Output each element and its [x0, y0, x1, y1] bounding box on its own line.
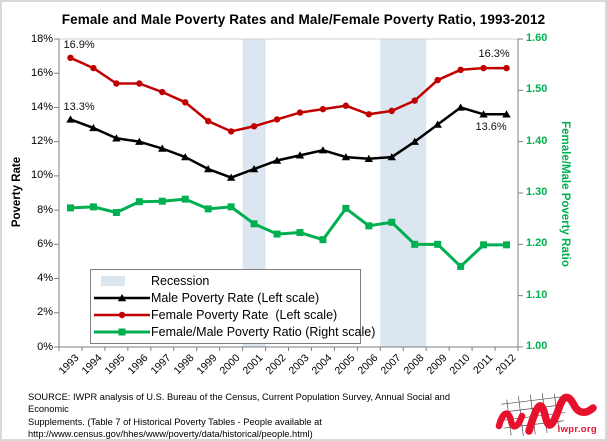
legend: Recession Male Poverty Rate (Left scale)…	[90, 269, 375, 344]
series-line	[69, 56, 507, 133]
series-line	[70, 197, 507, 268]
data-label: 13.3%	[63, 101, 95, 114]
legend-label-male: Male Poverty Rate (Left scale)	[151, 290, 320, 305]
source-line: Supplements. (Table 7 of Historical Pove…	[28, 416, 322, 427]
data-label: 13.6%	[475, 121, 507, 134]
legend-label-ratio: Female/Male Poverty Ratio (Right scale)	[151, 324, 376, 339]
series-line	[70, 106, 507, 179]
legend-item-recession: Recession	[93, 272, 360, 289]
legend-label-recession: Recession	[151, 273, 210, 288]
right-axis-tick: 1.50	[526, 83, 548, 96]
left-axis-tick: 0%	[37, 340, 53, 353]
legend-label-female: Female Poverty Rate (Left scale)	[151, 307, 338, 322]
legend-item-female: Female Poverty Rate (Left scale)	[93, 306, 360, 323]
source-line: http://www.census.gov/hhes/www/poverty/d…	[28, 429, 313, 440]
right-axis-title: Female/Male Poverty Ratio	[559, 121, 571, 267]
legend-swatch-ratio	[93, 325, 151, 339]
legend-swatch-recession	[93, 274, 151, 288]
legend-item-ratio: Female/Male Poverty Ratio (Right scale)	[93, 323, 375, 340]
right-axis-tick: 1.00	[526, 340, 548, 352]
iwpr-logo: iwpr.org	[489, 386, 603, 439]
left-axis-tick: 2%	[37, 306, 53, 319]
left-axis-tick: 4%	[37, 272, 53, 285]
left-axis-tick: 18%	[30, 32, 53, 45]
legend-swatch-male	[93, 291, 151, 305]
right-axis-tick: 1.30	[526, 186, 548, 198]
legend-swatch-female	[93, 308, 151, 322]
recession-band	[380, 39, 427, 347]
left-axis-tick: 6%	[37, 237, 53, 250]
right-axis-tick: 1.20	[526, 237, 548, 250]
left-axis-tick: 12%	[30, 135, 53, 148]
legend-item-male: Male Poverty Rate (Left scale)	[93, 289, 360, 306]
left-axis-tick: 16%	[30, 66, 53, 79]
chart-title: Female and Male Poverty Rates and Male/F…	[61, 12, 546, 27]
source-line: SOURCE: IWPR analysis of U.S. Bureau of …	[28, 392, 451, 415]
iwpr-org-label: iwpr.org	[557, 424, 597, 435]
left-axis-tick: 8%	[37, 203, 53, 216]
left-axis-tick: 14%	[30, 100, 53, 113]
right-axis-tick: 1.40	[526, 134, 548, 147]
right-axis-tick: 1.10	[526, 288, 548, 301]
right-axis-tick: 1.60	[526, 32, 548, 44]
data-label: 16.9%	[63, 38, 95, 51]
left-axis-tick: 10%	[30, 169, 53, 182]
iwpr-logo-graphic	[495, 393, 597, 436]
data-label: 16.3%	[478, 48, 510, 61]
source-note: SOURCE: IWPR analysis of U.S. Bureau of …	[28, 391, 490, 440]
